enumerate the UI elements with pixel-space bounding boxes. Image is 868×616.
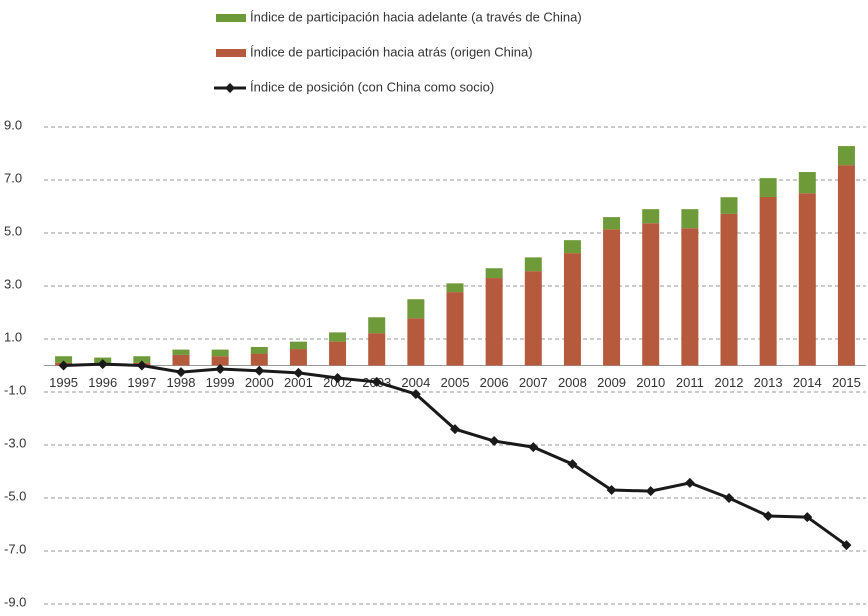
x-tick-label: 2012 [715, 375, 744, 390]
x-tick-label: 2013 [754, 375, 783, 390]
bar [603, 217, 621, 230]
bar [524, 271, 542, 366]
line-marker [489, 436, 500, 447]
y-tick-label: 5.0 [4, 223, 22, 238]
y-tick-label: -9.0 [4, 594, 26, 609]
bar [211, 356, 229, 366]
x-tick-label: 2009 [597, 375, 626, 390]
x-tick-label: 2007 [519, 375, 548, 390]
bar [798, 172, 816, 194]
bar [250, 353, 268, 366]
bar [250, 346, 268, 354]
line-marker [410, 389, 421, 400]
bar [55, 356, 73, 363]
line-marker [802, 512, 813, 523]
y-tick-label: -5.0 [4, 488, 26, 503]
y-tick-label: 1.0 [4, 329, 22, 344]
bar [798, 193, 816, 366]
x-tick-label: 2014 [793, 375, 822, 390]
legend-label: Índice de participación hacia atrás (ori… [250, 44, 533, 59]
bar [133, 356, 151, 363]
bar [407, 299, 425, 319]
line-marker [58, 360, 69, 371]
x-tick-label: 2008 [558, 375, 587, 390]
line-marker [97, 359, 108, 370]
bar [681, 228, 699, 366]
x-tick-label: 1995 [49, 375, 78, 390]
x-tick-label: 2001 [284, 375, 313, 390]
x-tick-label: 2010 [636, 375, 665, 390]
x-tick-label: 1998 [167, 375, 196, 390]
legend-swatch [216, 14, 246, 22]
bar [485, 268, 503, 279]
bar [446, 283, 464, 293]
line-marker [176, 367, 186, 378]
bar [289, 341, 307, 350]
bar [759, 196, 777, 366]
y-tick-label: -3.0 [4, 435, 26, 450]
bar [446, 292, 464, 366]
bar [289, 349, 307, 366]
bar [759, 178, 777, 197]
bar [172, 349, 190, 355]
x-tick-label: 2005 [441, 375, 470, 390]
bar [681, 209, 699, 229]
line-marker [684, 477, 695, 488]
bar [720, 213, 738, 366]
bar [563, 240, 581, 254]
x-tick-label: 2015 [832, 375, 861, 390]
bar [642, 223, 660, 366]
bar [720, 197, 738, 214]
bar [329, 341, 347, 366]
bar [368, 333, 386, 366]
bar [368, 317, 386, 334]
legend-label: Índice de posición (con China como socio… [250, 79, 494, 94]
line-marker [841, 540, 852, 551]
bar [485, 278, 503, 366]
x-tick-label: 2004 [401, 375, 430, 390]
line-marker [332, 372, 343, 383]
y-tick-label: -7.0 [4, 541, 26, 556]
line-marker [763, 511, 774, 522]
line [63, 362, 848, 547]
x-tick-label: 1997 [127, 375, 156, 390]
x-tick-label: 2000 [245, 375, 274, 390]
line-marker [293, 367, 304, 378]
bar [407, 318, 425, 366]
bar [524, 257, 542, 272]
bar [603, 229, 621, 366]
x-tick-label: 2011 [676, 375, 704, 390]
line-marker [371, 376, 382, 387]
x-tick-label: 1999 [206, 375, 235, 390]
line-marker [450, 424, 460, 435]
x-tick-label: 1996 [88, 375, 117, 390]
bar [329, 332, 347, 342]
bar [563, 253, 581, 366]
bar [642, 209, 660, 224]
line-marker [528, 442, 539, 453]
y-tick-label: -1.0 [4, 382, 26, 397]
line-marker [645, 486, 656, 497]
line-marker [136, 360, 147, 371]
bar [837, 165, 855, 366]
line-marker [606, 485, 617, 496]
y-tick-label: 3.0 [4, 276, 22, 291]
bar [837, 146, 855, 166]
bar [172, 354, 190, 366]
x-tick-label: 2006 [480, 375, 509, 390]
line-marker [724, 493, 734, 503]
legend-label: Índice de participación hacia adelante (… [250, 9, 582, 24]
y-tick-label: 9.0 [4, 117, 22, 132]
legend-marker [225, 83, 235, 93]
bar [211, 349, 229, 357]
line-marker [254, 365, 265, 376]
y-tick-label: 7.0 [4, 170, 22, 185]
line-marker [567, 459, 578, 470]
line-marker [215, 363, 226, 374]
legend-swatch [216, 49, 246, 57]
